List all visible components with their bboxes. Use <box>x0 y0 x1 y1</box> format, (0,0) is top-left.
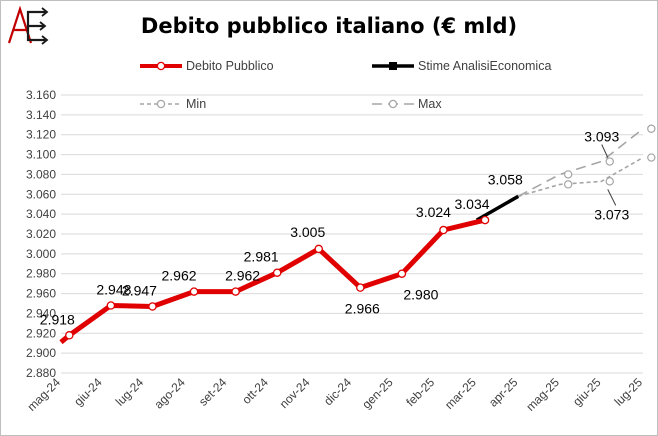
data-point-debito <box>356 283 365 292</box>
chart-title: Debito pubblico italiano (€ mld) <box>140 14 518 38</box>
y-tick-label: 2.940 <box>26 306 56 320</box>
data-label: 3.073 <box>594 206 629 222</box>
series-line-debito <box>59 217 486 345</box>
x-axis-ticks: mag-24 giu-24 lug-24 ago-24 set-24 ott-24 nov-… <box>24 375 645 414</box>
y-tick-label: 3.120 <box>26 128 56 142</box>
x-tick-label: mag-25 <box>523 375 562 414</box>
x-tick-label: giu-24 <box>71 375 105 409</box>
data-label: 2.962 <box>162 268 197 284</box>
x-tick-label: apr-25 <box>486 375 521 410</box>
legend-label-debito: Debito Pubblico <box>186 59 274 73</box>
x-tick-label: gen-25 <box>359 375 396 412</box>
data-point-max <box>647 124 656 133</box>
data-point-max <box>563 170 573 179</box>
x-tick-label: lug-24 <box>113 375 147 409</box>
max-label-leader <box>601 144 609 158</box>
data-label: 3.024 <box>416 204 451 220</box>
y-tick-label: 3.080 <box>26 167 56 181</box>
data-point-debito <box>65 331 74 340</box>
data-label: 3.093 <box>584 129 619 145</box>
data-label: 2.966 <box>345 301 380 317</box>
legend-marker-min <box>156 99 166 109</box>
data-point-debito <box>272 268 282 277</box>
data-label: 2.948 <box>96 281 131 297</box>
analisi-economica-logo <box>7 6 49 45</box>
data-point-debito <box>480 215 490 225</box>
data-point-debito <box>439 225 448 235</box>
legend-label-stime: Stime AnalisiEconomica <box>418 59 551 73</box>
legend-marker-stime <box>389 62 397 70</box>
data-point-min <box>647 153 656 162</box>
y-tick-label: 2.900 <box>26 346 56 360</box>
data-point-debito <box>189 287 199 296</box>
x-tick-label: dic-24 <box>321 375 354 408</box>
data-label: 2.918 <box>40 311 75 327</box>
y-tick-label: 2.960 <box>26 287 56 301</box>
data-point-min <box>563 180 573 189</box>
series-line-min <box>518 156 644 198</box>
y-axis-ticks: 2.880 2.900 2.920 2.940 2.960 2.980 3.000 3.020… <box>26 88 56 380</box>
min-label-leader <box>607 189 617 206</box>
data-label: 3.058 <box>488 171 523 187</box>
gridlines <box>61 94 643 374</box>
y-tick-label: 2.920 <box>26 326 56 340</box>
data-point-debito <box>106 301 116 310</box>
y-tick-label: 3.060 <box>26 187 56 201</box>
x-tick-label: set-24 <box>196 375 230 409</box>
legend-label-min: Min <box>186 97 206 111</box>
x-tick-label: lug-25 <box>612 375 646 409</box>
y-tick-label: 3.020 <box>26 227 56 241</box>
y-tick-label: 2.980 <box>26 267 56 281</box>
x-tick-label: ago-24 <box>152 375 189 412</box>
data-label: 2.962 <box>225 268 260 284</box>
y-tick-label: 2.880 <box>26 366 56 380</box>
x-tick-label: ott-24 <box>239 375 271 407</box>
series-lines <box>59 124 656 345</box>
y-tick-label: 3.040 <box>26 207 56 221</box>
legend-label-max: Max <box>418 97 442 111</box>
data-label: 3.005 <box>290 224 325 240</box>
data-point-debito <box>231 287 240 296</box>
legend-marker-debito <box>156 61 166 71</box>
data-point-min <box>605 177 614 186</box>
x-tick-label: giu-25 <box>570 375 604 409</box>
data-label: 2.947 <box>122 282 157 298</box>
data-point-max <box>605 157 614 166</box>
data-label: 2.980 <box>403 287 438 303</box>
data-label: 2.981 <box>244 249 279 265</box>
data-point-debito <box>397 269 407 278</box>
x-tick-label: mar-25 <box>442 375 479 412</box>
data-label: 3.034 <box>455 196 490 212</box>
y-tick-label: 3.100 <box>26 148 56 162</box>
series-line-max <box>517 128 644 198</box>
legend: Debito Pubblico Stime AnalisiEconomica Min… <box>140 59 551 111</box>
legend-marker-max <box>388 99 398 109</box>
data-point-debito <box>314 244 323 254</box>
y-tick-label: 3.000 <box>26 247 56 261</box>
data-point-debito <box>148 302 157 311</box>
y-tick-label: 3.160 <box>26 88 56 102</box>
x-tick-label: feb-25 <box>403 375 437 409</box>
y-tick-label: 3.140 <box>26 108 56 122</box>
x-tick-label: nov-24 <box>277 375 313 411</box>
x-tick-label: mag-24 <box>24 375 63 414</box>
